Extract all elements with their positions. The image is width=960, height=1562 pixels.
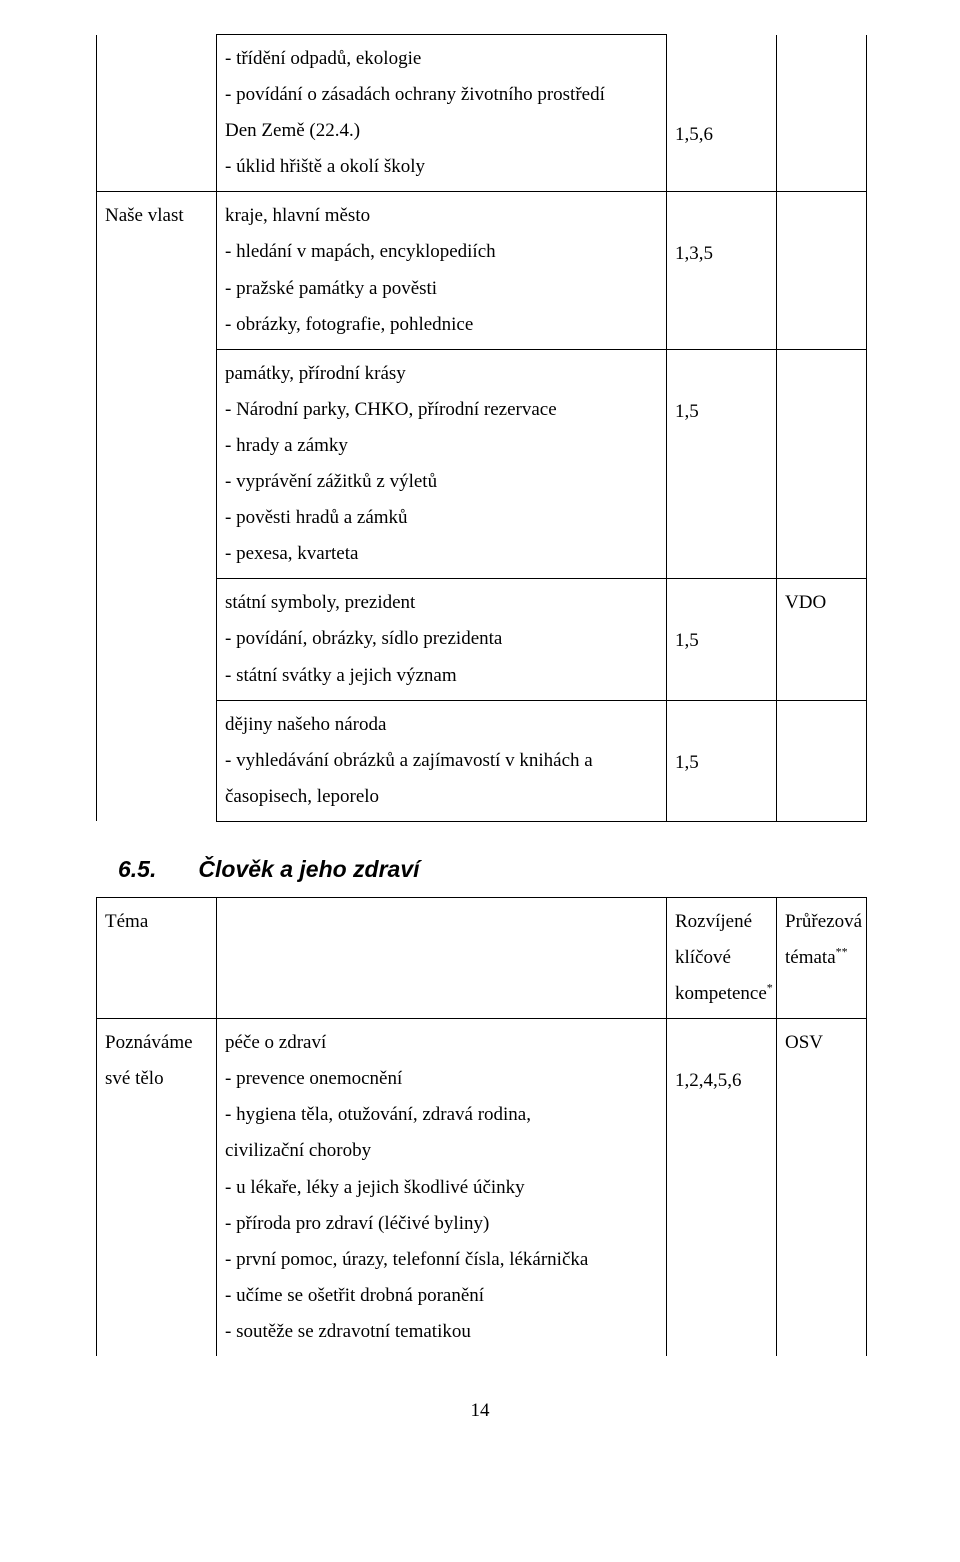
table-header-row: Téma Rozvíjené klíčové kompetence* Průře…	[97, 897, 867, 1018]
section-heading: 6.5. Člověk a jeho zdraví	[118, 856, 864, 883]
header-competence: Rozvíjené	[675, 904, 768, 940]
competence-code: 1,5	[675, 745, 768, 781]
content-line: státní symboly, prezident	[225, 585, 658, 621]
content-line: - učíme se ošetřit drobná poranění	[225, 1278, 658, 1314]
content-line: - prevence onemocnění	[225, 1061, 658, 1097]
section-number: 6.5.	[118, 856, 192, 883]
content-line: - povídání, obrázky, sídlo prezidenta	[225, 621, 658, 657]
content-line: památky, přírodní krásy	[225, 356, 658, 392]
header-crosstopic: Průřezová	[785, 904, 858, 940]
content-line: - hrady a zámky	[225, 428, 658, 464]
content-line: - pexesa, kvarteta	[225, 536, 658, 572]
cross-topic: VDO	[777, 579, 867, 700]
competence-code: 1,3,5	[675, 236, 768, 272]
table-row: Naše vlast kraje, hlavní město - hledání…	[97, 192, 867, 349]
content-line: - úklid hřiště a okolí školy	[225, 149, 658, 185]
content-line: - pověsti hradů a zámků	[225, 500, 658, 536]
section-title: Člověk a jeho zdraví	[198, 856, 419, 882]
table-row: Poznáváme své tělo péče o zdraví - preve…	[97, 1019, 867, 1356]
cross-topic	[777, 192, 867, 349]
competence-code: 1,5,6	[675, 117, 768, 153]
cross-topic	[777, 35, 867, 192]
topic-label: Naše vlast	[105, 205, 184, 226]
cross-topic	[777, 700, 867, 821]
page-number: 14	[96, 1400, 864, 1422]
content-line: dějiny našeho národa	[225, 707, 658, 743]
content-line: - povídání o zásadách ochrany životního …	[225, 77, 658, 113]
topic-label: Poznáváme	[105, 1025, 208, 1061]
content-line: - státní svátky a jejich význam	[225, 658, 658, 694]
content-line: - vyprávění zážitků z výletů	[225, 464, 658, 500]
cross-topic	[777, 349, 867, 579]
table-topics-2: Téma Rozvíjené klíčové kompetence* Průře…	[96, 897, 867, 1356]
content-line: - hygiena těla, otužování, zdravá rodina…	[225, 1097, 658, 1133]
content-line: - pražské památky a pověsti	[225, 271, 658, 307]
content-line: civilizační choroby	[225, 1133, 658, 1169]
header-competence: klíčové	[675, 940, 768, 976]
content-line: - Národní parky, CHKO, přírodní rezervac…	[225, 392, 658, 428]
table-topics-1: - třídění odpadů, ekologie - povídání o …	[96, 34, 867, 822]
content-line: - vyhledávání obrázků a zajímavostí v kn…	[225, 743, 658, 779]
content-line: Den Země (22.4.)	[225, 113, 658, 149]
content-line: kraje, hlavní město	[225, 198, 658, 234]
competence-code: 1,2,4,5,6	[675, 1063, 768, 1099]
topic-label: své tělo	[105, 1061, 208, 1097]
header-topic: Téma	[97, 897, 217, 1018]
content-line: - první pomoc, úrazy, telefonní čísla, l…	[225, 1242, 658, 1278]
content-line: časopisech, leporelo	[225, 779, 658, 815]
header-crosstopic: témata**	[785, 940, 858, 976]
content-line: péče o zdraví	[225, 1025, 658, 1061]
content-line: - soutěže se zdravotní tematikou	[225, 1314, 658, 1350]
content-line: - hledání v mapách, encyklopediích	[225, 234, 658, 270]
content-line: - třídění odpadů, ekologie	[225, 41, 658, 77]
table-row: - třídění odpadů, ekologie - povídání o …	[97, 35, 867, 192]
content-line: - obrázky, fotografie, pohlednice	[225, 307, 658, 343]
competence-code: 1,5	[675, 623, 768, 659]
content-line: - u lékaře, léky a jejich škodlivé účink…	[225, 1170, 658, 1206]
cross-topic: OSV	[777, 1019, 867, 1356]
content-line: - příroda pro zdraví (léčivé byliny)	[225, 1206, 658, 1242]
competence-code: 1,5	[675, 394, 768, 430]
header-competence: kompetence*	[675, 976, 768, 1012]
